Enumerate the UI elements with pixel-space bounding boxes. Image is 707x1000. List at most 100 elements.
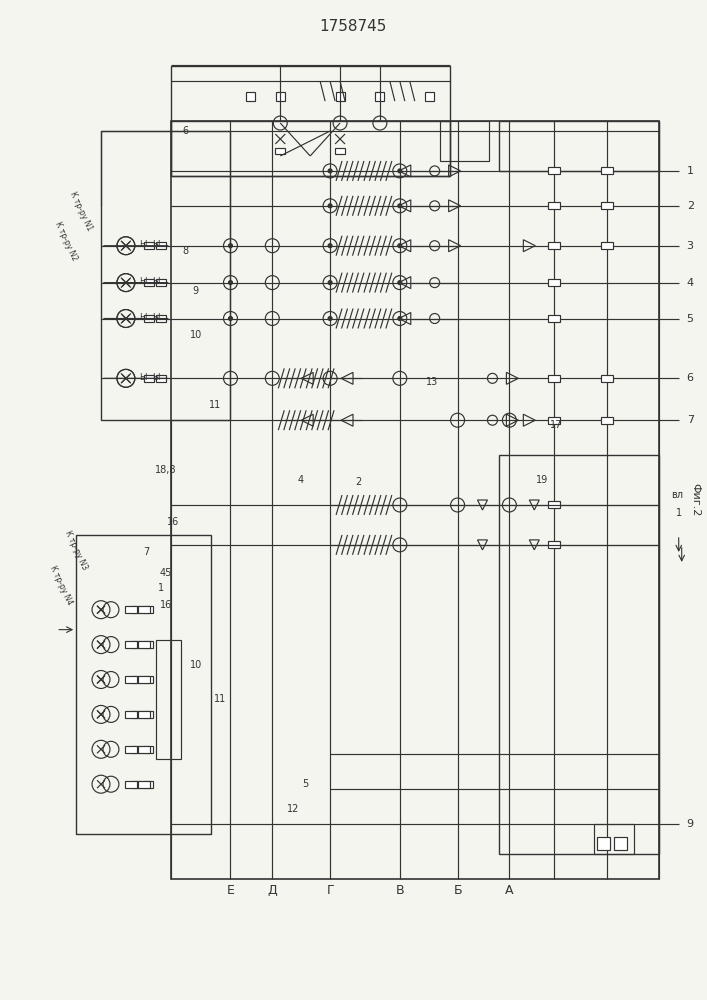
Bar xyxy=(548,167,560,174)
Circle shape xyxy=(328,204,332,208)
Text: А: А xyxy=(505,884,513,897)
Text: Ы: Ы xyxy=(139,373,146,382)
Bar xyxy=(131,711,141,718)
Circle shape xyxy=(398,204,402,208)
Bar xyxy=(138,781,150,788)
Bar xyxy=(131,641,141,648)
Bar xyxy=(548,375,560,382)
Bar xyxy=(601,167,613,174)
Text: 4: 4 xyxy=(686,278,694,288)
Bar xyxy=(425,92,434,101)
Bar xyxy=(143,676,153,683)
Text: 7: 7 xyxy=(686,415,694,425)
Bar xyxy=(601,242,613,249)
Bar xyxy=(156,640,181,759)
Text: 16: 16 xyxy=(167,517,179,527)
Bar xyxy=(276,92,285,101)
Text: Фиг.2: Фиг.2 xyxy=(691,483,701,517)
Bar xyxy=(125,676,137,683)
Circle shape xyxy=(398,244,402,248)
Bar xyxy=(548,417,560,424)
Circle shape xyxy=(328,317,332,320)
Bar xyxy=(131,746,141,753)
Bar xyxy=(144,315,154,322)
Circle shape xyxy=(228,244,233,248)
Text: 1758745: 1758745 xyxy=(320,19,387,34)
Bar xyxy=(131,606,141,613)
Text: 13: 13 xyxy=(426,377,438,387)
Text: Д: Д xyxy=(267,884,277,897)
Text: 11: 11 xyxy=(209,400,222,410)
Bar xyxy=(170,121,450,176)
Bar xyxy=(138,606,150,613)
Text: 9: 9 xyxy=(192,286,199,296)
Circle shape xyxy=(228,317,233,320)
Bar xyxy=(76,535,211,834)
Text: Б: Б xyxy=(453,884,462,897)
Text: 2: 2 xyxy=(686,201,694,211)
Text: 2: 2 xyxy=(355,477,361,487)
Bar xyxy=(548,541,560,548)
Text: 9: 9 xyxy=(686,819,694,829)
Bar xyxy=(156,242,165,249)
Bar xyxy=(170,66,450,176)
Text: Ы: Ы xyxy=(139,240,146,249)
Circle shape xyxy=(398,281,402,285)
Bar xyxy=(156,279,165,286)
Bar xyxy=(156,315,165,322)
Text: 19: 19 xyxy=(536,475,549,485)
Text: Ы: Ы xyxy=(152,277,160,286)
Text: К тр-ру N3: К тр-ру N3 xyxy=(63,529,89,571)
Text: Ы: Ы xyxy=(139,277,146,286)
Text: 17: 17 xyxy=(550,420,562,430)
Text: 5: 5 xyxy=(686,314,694,324)
Text: К тр-ру N2: К тр-ру N2 xyxy=(53,220,79,262)
Bar xyxy=(144,242,154,249)
Bar xyxy=(143,781,153,788)
Bar xyxy=(601,202,613,209)
Bar xyxy=(131,781,141,788)
Bar xyxy=(170,121,659,879)
Text: 10: 10 xyxy=(189,330,201,340)
Text: Ы: Ы xyxy=(152,240,160,249)
Text: 4: 4 xyxy=(297,475,303,485)
Text: 5: 5 xyxy=(302,779,308,789)
Text: 1: 1 xyxy=(158,583,164,593)
Circle shape xyxy=(228,281,233,285)
Bar xyxy=(246,92,255,101)
Text: 18,8: 18,8 xyxy=(155,465,177,475)
Bar xyxy=(125,711,137,718)
Bar xyxy=(156,375,165,382)
Bar xyxy=(335,148,345,154)
Bar xyxy=(131,676,141,683)
Bar xyxy=(125,781,137,788)
Bar xyxy=(601,417,613,424)
Bar xyxy=(143,746,153,753)
Bar xyxy=(125,746,137,753)
Bar xyxy=(548,202,560,209)
Text: 8: 8 xyxy=(182,246,189,256)
Bar xyxy=(597,837,610,850)
Bar xyxy=(548,501,560,508)
Bar xyxy=(144,375,154,382)
Text: К тр-ру N4: К тр-ру N4 xyxy=(48,564,74,606)
Text: Е: Е xyxy=(226,884,235,897)
Bar xyxy=(125,641,137,648)
Text: 6: 6 xyxy=(182,126,189,136)
Text: 3: 3 xyxy=(686,241,694,251)
Bar xyxy=(601,375,613,382)
Text: 6: 6 xyxy=(686,373,694,383)
Text: Г: Г xyxy=(326,884,334,897)
Bar xyxy=(275,148,285,154)
Bar xyxy=(138,711,150,718)
Text: 10: 10 xyxy=(189,660,201,670)
Bar xyxy=(101,131,230,420)
Bar xyxy=(440,121,489,161)
Bar xyxy=(375,92,385,101)
Text: 11: 11 xyxy=(214,694,227,704)
Circle shape xyxy=(398,169,402,173)
Text: 16: 16 xyxy=(160,600,172,610)
Bar xyxy=(336,92,344,101)
Text: Ы: Ы xyxy=(152,373,160,382)
Bar xyxy=(499,455,659,854)
